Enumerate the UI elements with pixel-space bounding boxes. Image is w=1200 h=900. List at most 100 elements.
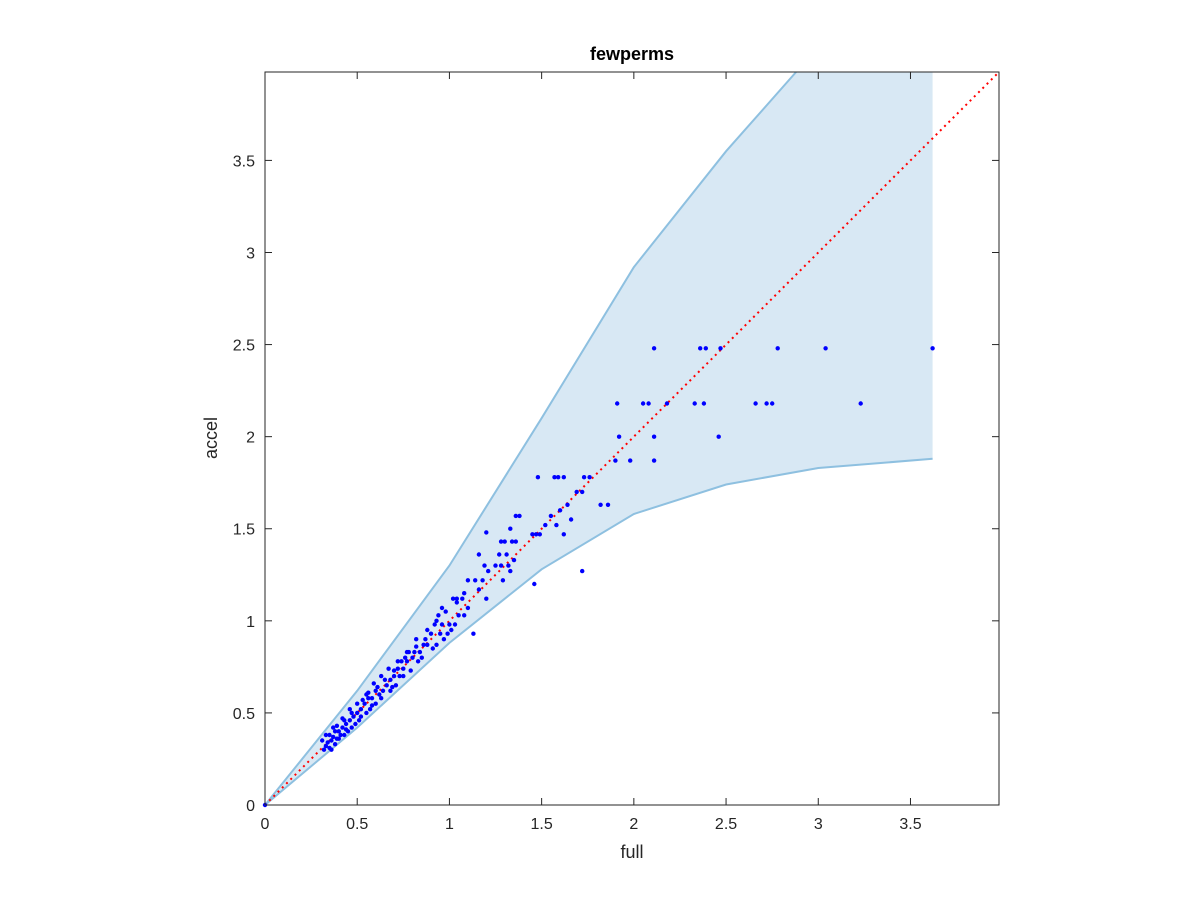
data-point	[340, 725, 345, 730]
y-tick-label: 3.5	[233, 153, 255, 170]
x-tick-label: 2	[629, 816, 638, 833]
data-point	[393, 683, 399, 688]
data-point	[554, 522, 559, 528]
data-point	[581, 475, 587, 480]
data-point	[480, 578, 485, 583]
data-point	[701, 401, 707, 406]
data-point	[557, 508, 563, 513]
data-point	[412, 649, 417, 655]
data-point	[404, 649, 410, 655]
data-point	[388, 688, 393, 693]
y-tick-label: 2.5	[233, 338, 255, 355]
data-point	[580, 568, 585, 574]
data-point	[334, 723, 340, 728]
chart-title: fewperms	[590, 44, 674, 64]
data-point	[403, 655, 408, 660]
data-point	[533, 532, 539, 537]
data-point	[364, 692, 369, 697]
x-axis-label: full	[620, 842, 643, 862]
data-point	[454, 600, 459, 605]
data-point	[347, 707, 352, 712]
data-point	[414, 637, 419, 642]
data-point	[362, 701, 367, 706]
data-point	[430, 646, 435, 651]
data-point	[377, 692, 382, 697]
x-tick-label: 0	[261, 816, 270, 833]
data-point	[556, 475, 561, 480]
data-point	[651, 434, 657, 439]
data-point	[568, 517, 574, 522]
data-point	[456, 613, 461, 618]
data-point	[358, 707, 364, 712]
data-point	[428, 631, 434, 636]
data-point	[349, 725, 354, 730]
data-point	[425, 627, 430, 633]
data-point	[325, 740, 330, 745]
data-point	[401, 666, 406, 671]
data-point	[775, 346, 780, 351]
data-point	[386, 666, 391, 671]
data-point	[334, 736, 340, 741]
data-point	[565, 502, 570, 507]
x-tick-label: 1.5	[531, 816, 553, 833]
data-point	[484, 596, 489, 601]
data-point	[329, 747, 334, 752]
data-point	[530, 532, 535, 537]
data-point	[640, 401, 646, 406]
data-point	[858, 401, 863, 406]
data-point	[504, 552, 509, 557]
data-point	[454, 596, 459, 601]
data-point	[498, 539, 504, 544]
data-point	[414, 644, 419, 649]
data-point	[423, 637, 428, 642]
data-point	[373, 688, 378, 693]
data-point	[404, 659, 410, 664]
data-point	[371, 681, 376, 686]
data-point	[399, 659, 404, 664]
data-point	[613, 458, 618, 463]
data-point	[580, 489, 585, 495]
y-tick-label: 0	[246, 798, 255, 815]
data-point	[355, 701, 360, 706]
data-point	[493, 563, 498, 568]
data-point	[395, 659, 400, 664]
data-point	[449, 627, 454, 633]
data-point	[508, 568, 513, 574]
data-point	[415, 659, 421, 664]
data-point	[421, 642, 426, 647]
data-point	[343, 727, 349, 732]
data-point	[718, 346, 723, 351]
data-point	[471, 631, 476, 636]
data-point	[441, 637, 447, 642]
data-point	[930, 346, 935, 351]
data-point	[356, 718, 362, 723]
data-point	[380, 688, 386, 693]
data-point	[574, 489, 579, 495]
identity-line-layer	[264, 71, 1000, 806]
data-point	[340, 716, 345, 721]
data-point	[375, 684, 380, 690]
axes-box	[264, 71, 1000, 806]
data-point	[436, 613, 441, 618]
data-points-layer	[262, 346, 935, 808]
confidence-band	[265, 72, 933, 805]
data-point	[486, 568, 491, 574]
data-point	[552, 475, 557, 480]
data-point	[384, 683, 389, 688]
data-point	[447, 622, 452, 627]
data-point	[432, 622, 437, 627]
data-point	[703, 346, 708, 351]
y-tick-label: 3	[246, 245, 255, 262]
x-tick-label: 1	[445, 816, 454, 833]
data-point	[323, 732, 329, 738]
data-point	[369, 703, 375, 708]
data-point	[587, 475, 592, 480]
data-point	[605, 502, 611, 507]
data-point	[509, 539, 515, 544]
data-point	[379, 673, 384, 679]
data-point	[537, 532, 542, 537]
data-point	[353, 721, 358, 727]
data-point	[462, 613, 467, 618]
data-point	[500, 578, 506, 583]
